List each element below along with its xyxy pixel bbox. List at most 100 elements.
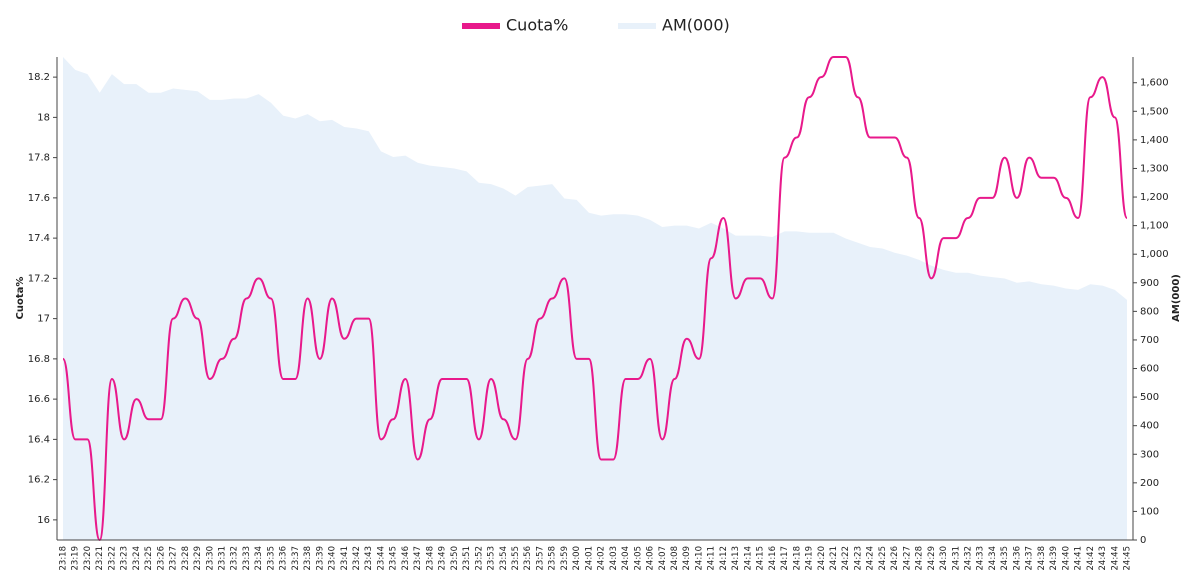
y2-tick-label: 900 bbox=[1140, 278, 1159, 289]
x-tick-label: 23:25 bbox=[144, 546, 154, 571]
y-tick-label: 17.8 bbox=[28, 153, 50, 164]
x-tick-label: 23:49 bbox=[438, 546, 448, 571]
area bbox=[63, 57, 1127, 540]
y-tick-label: 18 bbox=[37, 112, 50, 123]
y-tick-label: 17.4 bbox=[28, 233, 50, 244]
y2-tick-label: 800 bbox=[1140, 306, 1159, 317]
y2-tick-label: 400 bbox=[1140, 421, 1159, 432]
x-tick-label: 23:36 bbox=[279, 546, 289, 571]
x-tick-label: 24:32 bbox=[964, 546, 974, 571]
x-tick-label: 24:43 bbox=[1098, 546, 1108, 571]
x-tick-label: 24:04 bbox=[621, 546, 631, 571]
x-tick-label: 24:15 bbox=[756, 546, 766, 571]
y2-tick-label: 300 bbox=[1140, 449, 1159, 460]
x-tick-label: 24:10 bbox=[694, 546, 704, 571]
x-tick-label: 24:11 bbox=[707, 546, 717, 571]
x-tick-label: 24:06 bbox=[646, 546, 656, 571]
y2-tick-label: 200 bbox=[1140, 478, 1159, 489]
x-tick-label: 23:47 bbox=[413, 546, 423, 571]
y-tick-label: 17 bbox=[37, 314, 50, 325]
y2-tick-label: 1,500 bbox=[1140, 106, 1169, 117]
x-tick-label: 24:08 bbox=[670, 546, 680, 571]
x-tick-label: 23:56 bbox=[523, 546, 533, 571]
x-tick-label: 24:36 bbox=[1012, 546, 1022, 571]
x-tick-label: 24:45 bbox=[1123, 546, 1133, 571]
x-tick-label: 23:46 bbox=[401, 546, 411, 571]
x-tick-label: 24:19 bbox=[805, 546, 815, 571]
y-tick-label: 16.6 bbox=[28, 394, 50, 405]
x-tick-label: 23:24 bbox=[132, 546, 142, 571]
y2-tick-label: 1,400 bbox=[1140, 135, 1169, 146]
x-tick-label: 24:31 bbox=[951, 546, 961, 571]
x-tick-label: 24:28 bbox=[915, 546, 925, 571]
x-tick-label: 24:14 bbox=[743, 546, 753, 571]
x-tick-label: 24:01 bbox=[584, 546, 594, 571]
x-tick-label: 24:24 bbox=[866, 546, 876, 571]
x-tick-label: 24:38 bbox=[1037, 546, 1047, 571]
y2-axis-title: AM(000) bbox=[1171, 274, 1182, 322]
x-tick-label: 24:26 bbox=[890, 546, 900, 571]
x-tick-label: 24:00 bbox=[572, 546, 582, 571]
x-tick-label: 24:02 bbox=[597, 546, 607, 571]
x-tick-label: 24:16 bbox=[768, 546, 778, 571]
x-tick-label: 23:48 bbox=[425, 546, 435, 571]
x-tick-label: 23:30 bbox=[205, 546, 215, 571]
y-tick-label: 16 bbox=[37, 515, 50, 526]
x-tick-label: 24:09 bbox=[682, 546, 692, 571]
y2-tick-label: 0 bbox=[1140, 535, 1146, 546]
x-tick-label: 24:18 bbox=[792, 546, 802, 571]
x-tick-label: 23:41 bbox=[340, 546, 350, 571]
y-axis-title: Cuota% bbox=[15, 277, 26, 320]
x-tick-label: 23:38 bbox=[303, 546, 313, 571]
y2-tick-label: 1,300 bbox=[1140, 163, 1169, 174]
x-tick-label: 23:40 bbox=[328, 546, 338, 571]
legend-swatch bbox=[618, 23, 656, 29]
x-tick-label: 23:35 bbox=[266, 546, 276, 571]
x-tick-label: 24:03 bbox=[609, 546, 619, 571]
x-tick-label: 24:23 bbox=[853, 546, 863, 571]
y-tick-label: 16.2 bbox=[28, 475, 50, 486]
x-tick-label: 24:39 bbox=[1049, 546, 1059, 571]
x-tick-label: 23:50 bbox=[450, 546, 460, 571]
x-tick-label: 24:34 bbox=[988, 546, 998, 571]
y-tick-label: 17.6 bbox=[28, 193, 50, 204]
line bbox=[62, 56, 1128, 542]
y2-tick-label: 700 bbox=[1140, 335, 1159, 346]
x-tick-label: 24:42 bbox=[1086, 546, 1096, 571]
x-tick-label: 23:45 bbox=[389, 546, 399, 571]
x-tick-label: 24:07 bbox=[658, 546, 668, 571]
x-tick-label: 23:51 bbox=[462, 546, 472, 571]
x-tick-label: 24:40 bbox=[1061, 546, 1071, 571]
x-tick-label: 23:27 bbox=[169, 546, 179, 571]
x-tick-label: 24:21 bbox=[829, 546, 839, 571]
x-tick-label: 23:42 bbox=[352, 546, 362, 571]
x-tick-label: 23:23 bbox=[120, 546, 130, 571]
legend-label: AM(000) bbox=[662, 16, 730, 35]
x-tick-label: 24:29 bbox=[927, 546, 937, 571]
x-tick-label: 24:22 bbox=[841, 546, 851, 571]
x-tick-label: 23:59 bbox=[560, 546, 570, 571]
x-tick-label: 24:30 bbox=[939, 546, 949, 571]
plot-area bbox=[62, 56, 1128, 542]
y2-tick-label: 1,600 bbox=[1140, 78, 1169, 89]
x-tick-label: 23:28 bbox=[181, 546, 191, 571]
x-tick-label: 24:25 bbox=[878, 546, 888, 571]
x-tick-label: 23:54 bbox=[499, 546, 509, 571]
x-tick-label: 23:37 bbox=[291, 546, 301, 571]
x-tick-label: 23:26 bbox=[156, 546, 166, 571]
x-tick-label: 24:33 bbox=[976, 546, 986, 571]
legend-swatch bbox=[462, 23, 500, 29]
x-tick-label: 24:35 bbox=[1000, 546, 1010, 571]
x-tick-label: 23:34 bbox=[254, 546, 264, 571]
x-tick-label: 24:17 bbox=[780, 546, 790, 571]
x-tick-label: 23:39 bbox=[315, 546, 325, 571]
x-tick-label: 23:31 bbox=[217, 546, 227, 571]
x-tick-label: 23:19 bbox=[71, 546, 81, 571]
y2-tick-label: 100 bbox=[1140, 506, 1159, 517]
x-tick-label: 24:27 bbox=[902, 546, 912, 571]
x-tick-label: 24:44 bbox=[1110, 546, 1120, 571]
x-tick-label: 24:05 bbox=[633, 546, 643, 571]
x-tick-label: 23:57 bbox=[535, 546, 545, 571]
y2-tick-label: 1,200 bbox=[1140, 192, 1169, 203]
x-tick-label: 23:44 bbox=[376, 546, 386, 571]
